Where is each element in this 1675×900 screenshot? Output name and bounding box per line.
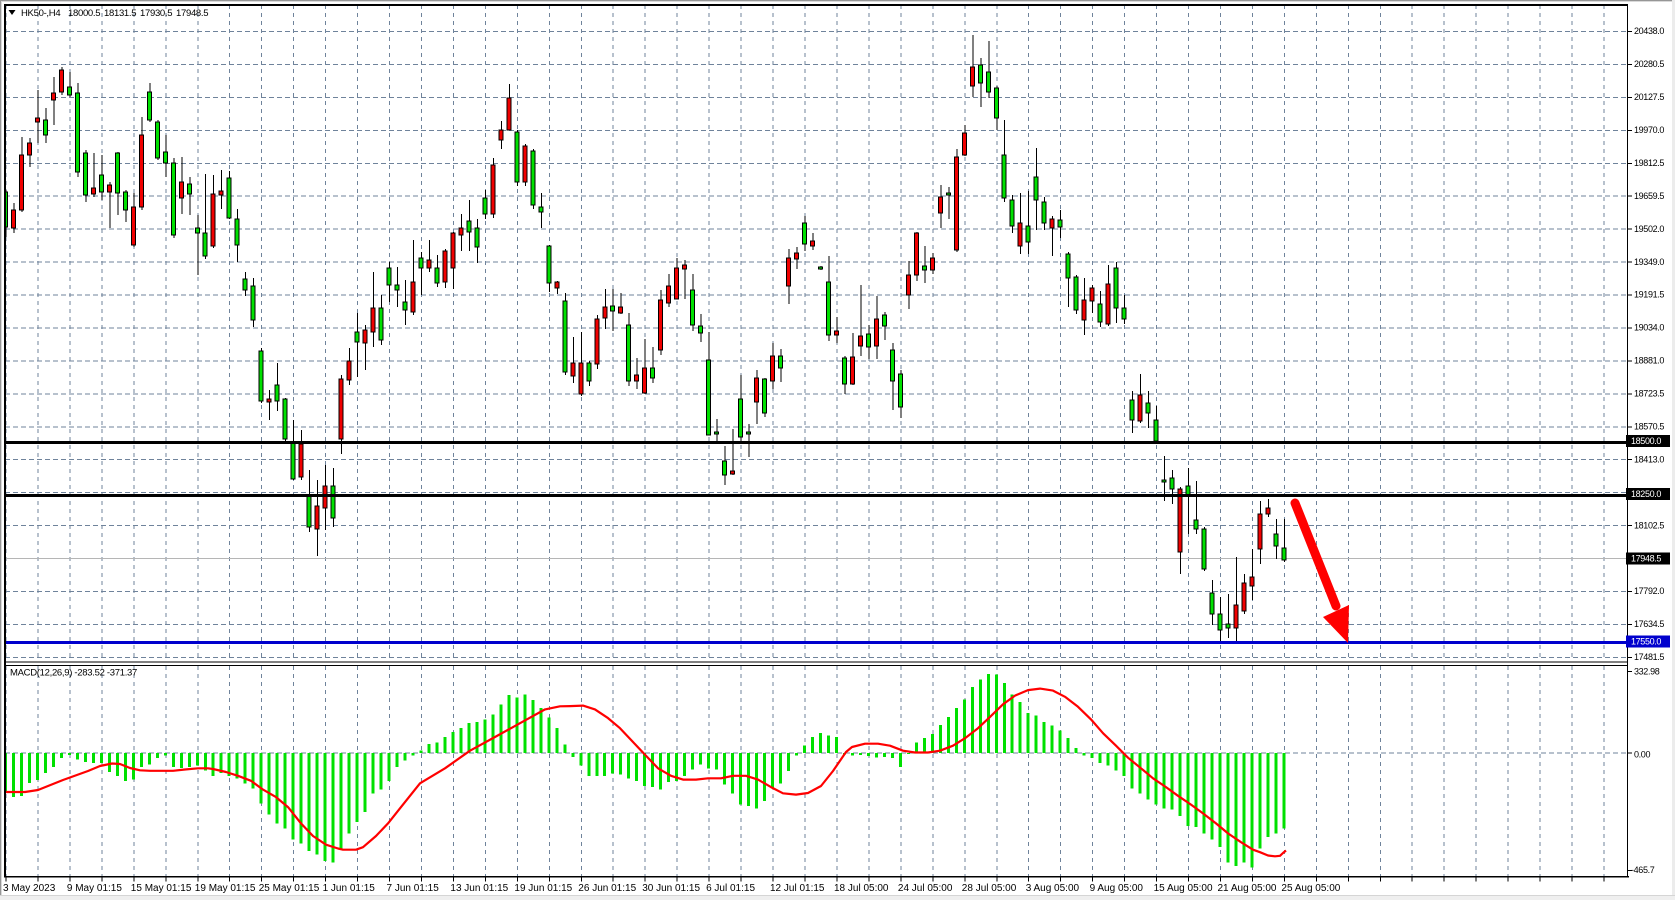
svg-text:0.00: 0.00 xyxy=(1634,750,1650,760)
svg-text:20280.5: 20280.5 xyxy=(1634,59,1664,69)
svg-text:30 Jun 01:15: 30 Jun 01:15 xyxy=(642,883,700,894)
svg-text:12 Jul 01:15: 12 Jul 01:15 xyxy=(770,883,825,894)
svg-text:19034.0: 19034.0 xyxy=(1634,323,1664,333)
svg-text:18881.0: 18881.0 xyxy=(1634,356,1664,366)
svg-text:17930.5: 17930.5 xyxy=(140,8,172,19)
svg-text:18000.5: 18000.5 xyxy=(68,8,100,19)
svg-text:19659.5: 19659.5 xyxy=(1634,191,1664,201)
svg-text:MACD(12,26,9) -283.52 -371.37: MACD(12,26,9) -283.52 -371.37 xyxy=(10,668,137,679)
svg-text:19502.0: 19502.0 xyxy=(1634,224,1664,234)
svg-text:9 Aug 05:00: 9 Aug 05:00 xyxy=(1090,883,1144,894)
svg-text:1 Jun 01:15: 1 Jun 01:15 xyxy=(323,883,376,894)
svg-text:3 Aug 05:00: 3 Aug 05:00 xyxy=(1026,883,1080,894)
svg-text:19349.0: 19349.0 xyxy=(1634,257,1664,267)
svg-text:15 May 01:15: 15 May 01:15 xyxy=(131,883,192,894)
svg-text:17634.5: 17634.5 xyxy=(1634,619,1664,629)
svg-text:25 May 01:15: 25 May 01:15 xyxy=(259,883,320,894)
svg-text:18723.5: 18723.5 xyxy=(1634,389,1664,399)
svg-text:332.98: 332.98 xyxy=(1634,667,1660,677)
svg-text:6 Jul 01:15: 6 Jul 01:15 xyxy=(706,883,755,894)
svg-text:18500.0: 18500.0 xyxy=(1631,436,1661,446)
svg-text:19812.5: 19812.5 xyxy=(1634,158,1664,168)
svg-text:26 Jun 01:15: 26 Jun 01:15 xyxy=(578,883,636,894)
svg-text:18250.0: 18250.0 xyxy=(1631,489,1661,499)
svg-text:7 Jun 01:15: 7 Jun 01:15 xyxy=(387,883,440,894)
svg-text:19 Jun 01:15: 19 Jun 01:15 xyxy=(514,883,572,894)
svg-text:17550.0: 17550.0 xyxy=(1631,637,1661,647)
svg-text:18570.5: 18570.5 xyxy=(1634,422,1664,432)
svg-text:25 Aug 05:00: 25 Aug 05:00 xyxy=(1281,883,1340,894)
svg-text:-465.7: -465.7 xyxy=(1631,865,1655,875)
svg-text:19970.0: 19970.0 xyxy=(1634,125,1664,135)
svg-text:20127.5: 20127.5 xyxy=(1634,92,1664,102)
svg-text:17481.5: 17481.5 xyxy=(1634,652,1664,662)
svg-text:21 Aug 05:00: 21 Aug 05:00 xyxy=(1218,883,1277,894)
svg-text:17948.5: 17948.5 xyxy=(176,8,208,19)
svg-text:17792.0: 17792.0 xyxy=(1634,586,1664,596)
svg-text:15 Aug 05:00: 15 Aug 05:00 xyxy=(1154,883,1213,894)
svg-text:13 Jun 01:15: 13 Jun 01:15 xyxy=(450,883,508,894)
svg-text:20438.0: 20438.0 xyxy=(1634,26,1664,36)
svg-text:HK50-,H4: HK50-,H4 xyxy=(21,8,60,19)
svg-text:18131.5: 18131.5 xyxy=(104,8,136,19)
svg-text:17948.5: 17948.5 xyxy=(1631,554,1661,564)
svg-text:18413.0: 18413.0 xyxy=(1634,454,1664,464)
svg-text:28 Jul 05:00: 28 Jul 05:00 xyxy=(962,883,1017,894)
svg-text:18 Jul 05:00: 18 Jul 05:00 xyxy=(834,883,889,894)
svg-text:3 May 2023: 3 May 2023 xyxy=(3,883,56,894)
svg-text:18102.5: 18102.5 xyxy=(1634,520,1664,530)
svg-text:9 May 01:15: 9 May 01:15 xyxy=(67,883,122,894)
svg-text:19191.5: 19191.5 xyxy=(1634,290,1664,300)
svg-text:24 Jul 05:00: 24 Jul 05:00 xyxy=(898,883,953,894)
svg-text:19 May 01:15: 19 May 01:15 xyxy=(195,883,256,894)
